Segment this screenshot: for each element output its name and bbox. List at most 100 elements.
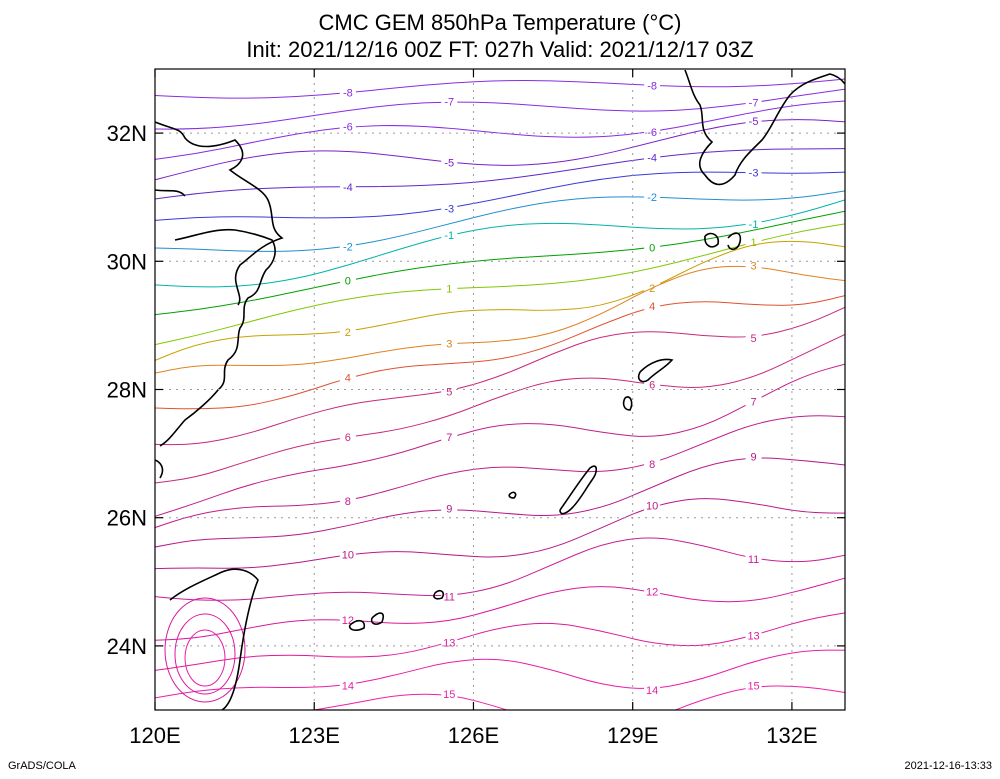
map-subtitle: Init: 2021/12/16 00Z FT: 027h Valid: 202… <box>246 37 754 62</box>
contour-label: 13 <box>443 637 455 649</box>
lon-tick-label: 126E <box>448 723 499 748</box>
contour-label-bg <box>441 635 458 649</box>
contour-label-bg <box>339 678 356 692</box>
lat-tick-label: 30N <box>107 249 147 274</box>
contour-label-bg <box>644 124 661 138</box>
contour-label-bg <box>441 501 458 515</box>
contour-label-bg <box>644 683 661 697</box>
contour-label: 13 <box>747 631 759 643</box>
contour-label-bg <box>339 239 356 253</box>
contour-line <box>155 649 845 699</box>
contour-label-bg <box>745 678 762 692</box>
contour-label-bg <box>644 150 661 164</box>
contour-label-bg <box>644 498 661 512</box>
contour-line <box>155 415 845 529</box>
contour-label-bg <box>339 612 356 626</box>
contour-label-bg <box>441 687 458 701</box>
footer-timestamp: 2021-12-16-13:33 <box>904 760 992 772</box>
contour-label: 9 <box>751 452 757 464</box>
contour-line <box>155 306 845 446</box>
contour-label-bg <box>745 114 762 128</box>
contour-line <box>155 537 845 601</box>
contour-label: -3 <box>749 168 759 180</box>
contour-label: -4 <box>343 182 353 194</box>
contour-label: 4 <box>649 301 655 313</box>
lon-tick-label: 132E <box>766 723 817 748</box>
contour-label: 10 <box>342 549 354 561</box>
axis-ticks <box>154 69 845 710</box>
contour-line <box>155 240 845 361</box>
contour-label: 2 <box>345 327 351 339</box>
contour-line <box>155 190 845 252</box>
contour-label-bg <box>339 273 356 287</box>
contour-label-bg <box>745 449 762 463</box>
contour-label: -4 <box>647 153 657 165</box>
contour-label: 6 <box>649 380 655 392</box>
contour-label: 14 <box>646 685 658 697</box>
contour-line <box>155 457 845 548</box>
contour-label-bg <box>441 336 458 350</box>
contour-label: 7 <box>446 432 452 444</box>
contour-label: -1 <box>749 219 759 231</box>
contour-label-bg <box>441 227 458 241</box>
contour-lines: -8-8-7 -7-6 -6-5-5-4-4-3-3-2-2-1-100112233… <box>155 78 845 710</box>
contour-label-bg <box>339 119 356 133</box>
lon-tick-label: 123E <box>289 723 340 748</box>
contour-label: 8 <box>345 496 351 508</box>
contour-label: 3 <box>446 338 452 350</box>
contour-label: 0 <box>345 276 351 288</box>
footer-credit: GrADS/COLA <box>8 760 76 772</box>
contour-label-bg <box>644 377 661 391</box>
contour-label-bg <box>339 85 356 99</box>
contour-label: 15 <box>443 689 455 701</box>
contour-label: 7 <box>751 396 757 408</box>
contour-label-bg <box>644 240 661 254</box>
coastline <box>155 69 845 710</box>
contour-label: 1 <box>446 283 452 295</box>
contour-label: 1 <box>751 237 757 249</box>
contour-label-bg <box>441 155 458 169</box>
contour-label: 6 <box>345 432 351 444</box>
contour-label-bg <box>745 235 762 249</box>
contour-label: -7 <box>444 97 454 109</box>
contour-label-bg <box>644 584 661 598</box>
contour-label: 9 <box>446 504 452 516</box>
contour-line <box>155 148 845 200</box>
contour-label-bg <box>745 330 762 344</box>
contour-label-bg <box>441 430 458 444</box>
contour-label-bg <box>745 394 762 408</box>
contour-ring <box>174 613 236 695</box>
contour-label: -3 <box>444 203 454 215</box>
contour-label-bg <box>441 281 458 295</box>
contour-label: -6 <box>343 122 353 134</box>
contour-label: 4 <box>345 373 351 385</box>
contour-label: 14 <box>342 680 354 692</box>
contour-label: -7 <box>749 98 759 110</box>
contour-label: -5 <box>444 157 454 169</box>
contour-label-bg <box>644 457 661 471</box>
contour-label-bg <box>339 547 356 561</box>
contour-ring <box>164 597 246 703</box>
contour-label-bg <box>339 494 356 508</box>
contour-label-bg <box>745 552 762 566</box>
contour-label: -1 <box>444 230 454 242</box>
contour-label: -5 <box>749 116 759 128</box>
contour-label: 2 <box>649 283 655 295</box>
contour-label: 15 <box>747 681 759 693</box>
contour-line <box>155 78 845 99</box>
contour-label-bg <box>339 179 356 193</box>
contour-label-bg <box>339 430 356 444</box>
contour-line <box>155 498 845 570</box>
contour-label: 10 <box>646 501 658 513</box>
contour-label: -8 <box>647 80 657 92</box>
contour-label-bg <box>745 628 762 642</box>
lat-tick-label: 26N <box>107 506 147 531</box>
contour-label: 5 <box>751 333 757 345</box>
lon-tick-label: 120E <box>129 723 180 748</box>
contour-label-bg <box>441 384 458 398</box>
contour-label-bg <box>644 189 661 203</box>
contour-label: -2 <box>343 242 353 254</box>
contour-label-bg <box>339 324 356 338</box>
lat-tick-label: 24N <box>107 634 147 659</box>
